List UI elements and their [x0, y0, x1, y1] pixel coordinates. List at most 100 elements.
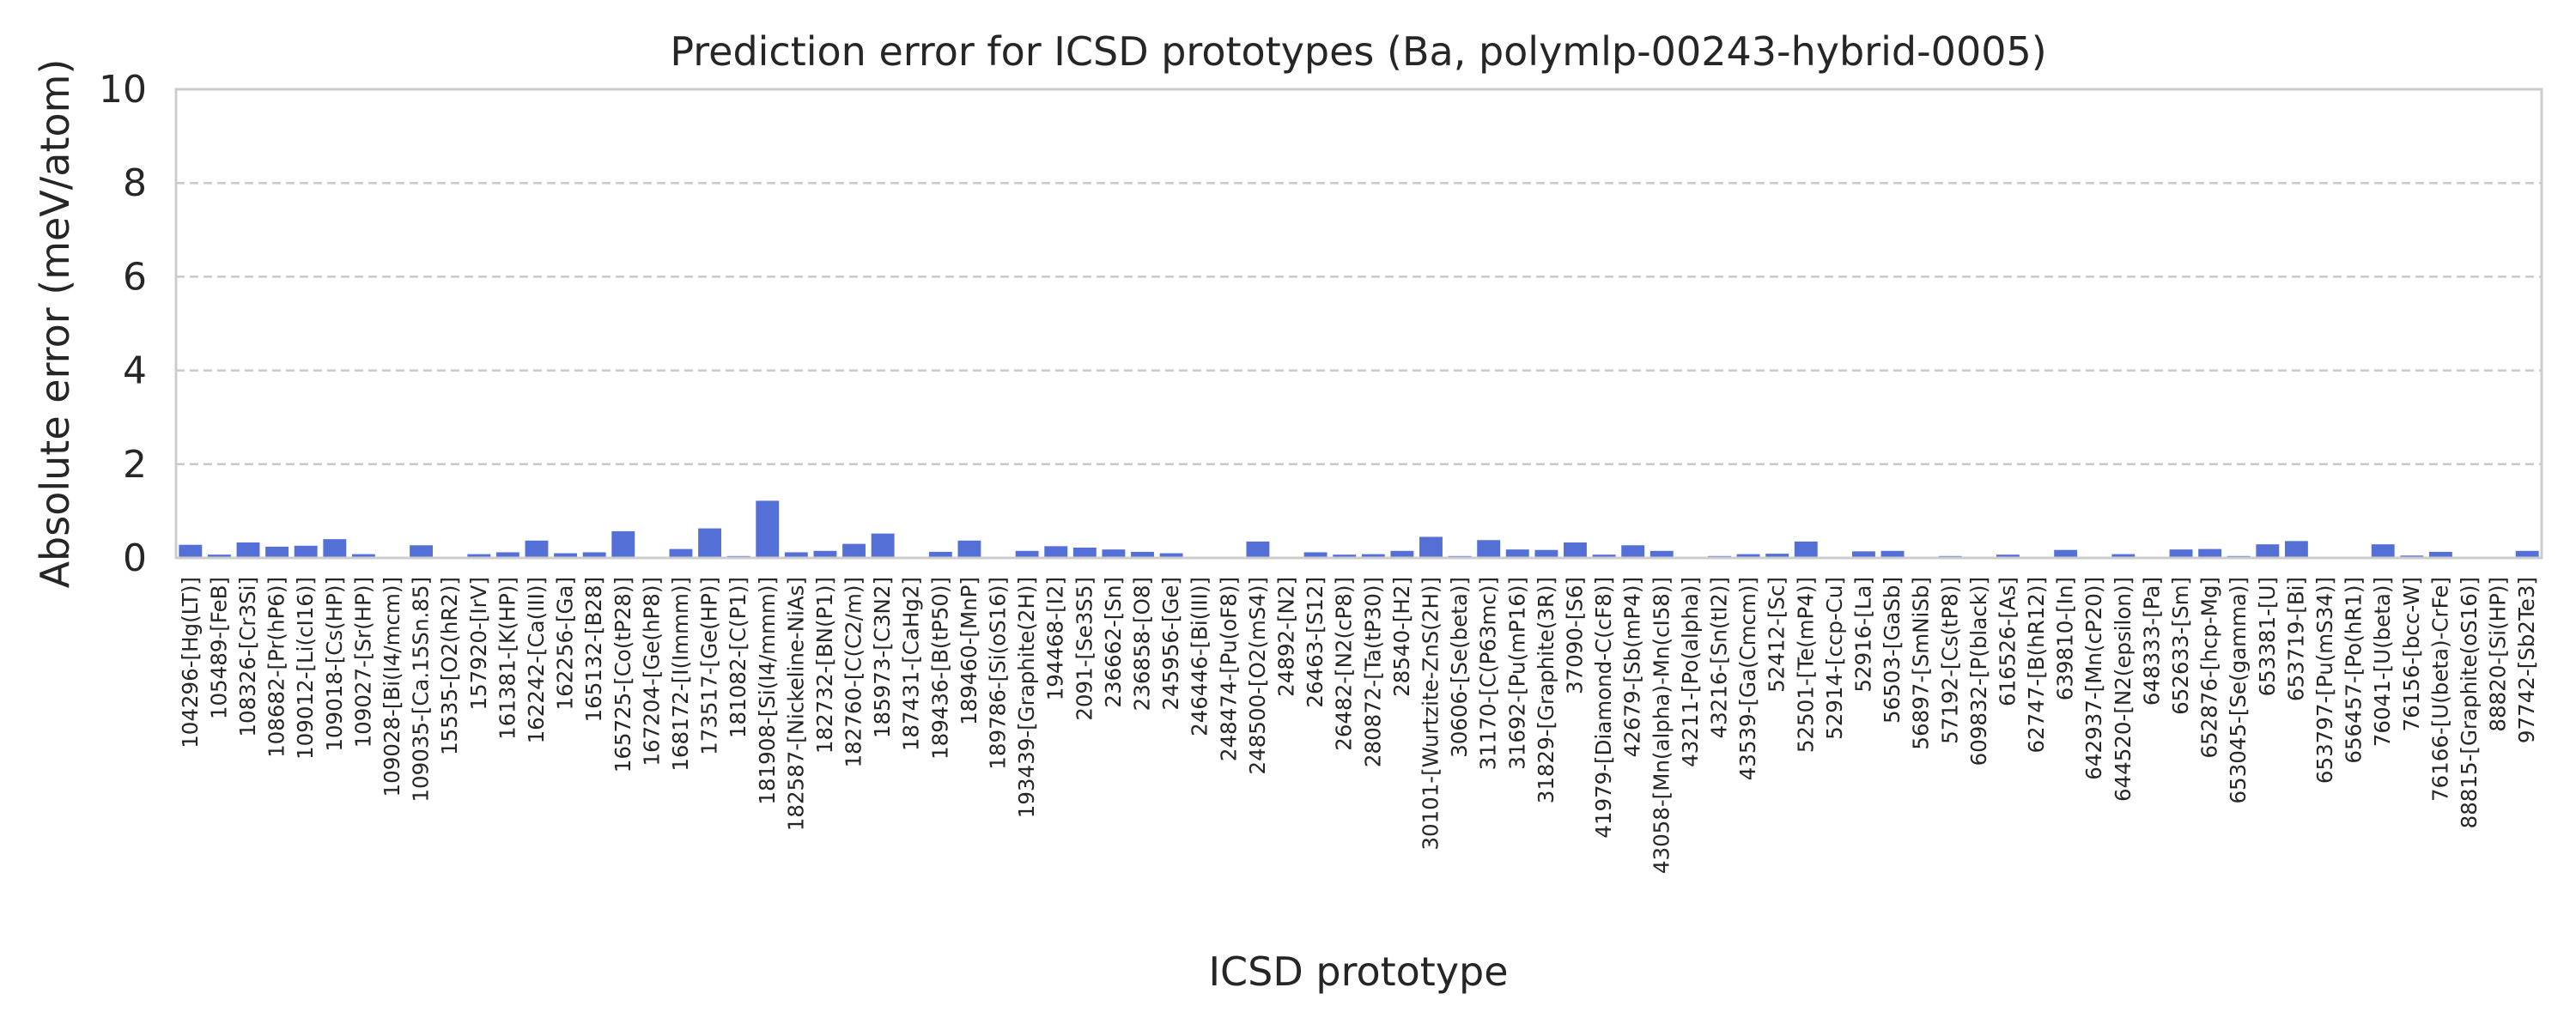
bar [1534, 549, 1558, 558]
x-tick-label: 76041-[U(beta)] [2370, 577, 2395, 747]
x-tick-label: 173517-[Ge(HP)] [697, 577, 722, 755]
bar [1131, 551, 1154, 558]
x-tick-label: 185973-[C3N2] [870, 577, 895, 738]
x-tick-label: 24892-[N2] [1274, 577, 1299, 697]
y-tick-label: 8 [123, 161, 147, 205]
x-tick-label: 162256-[Ga] [553, 577, 578, 710]
bar [2284, 541, 2308, 558]
bar [1246, 541, 1270, 558]
x-tick-label: 280872-[Ta(tP30)] [1360, 577, 1385, 767]
x-tick-label: 193439-[Graphite(2H)] [1014, 577, 1039, 818]
x-tick-label: 97742-[Sb2Te3] [2514, 577, 2539, 743]
bar [1102, 549, 1126, 558]
x-tick-label: 2091-[Se3S5] [1072, 577, 1097, 721]
bars [179, 500, 2539, 558]
bar [1477, 540, 1501, 558]
x-tick-label: 88820-[Si(HP)] [2486, 577, 2511, 732]
bar [1015, 550, 1039, 558]
plot-frame [174, 88, 2543, 560]
x-tick-label: 653719-[Bi] [2283, 577, 2308, 701]
bar [669, 548, 693, 558]
bar [1736, 554, 1760, 558]
y-tick-label: 6 [123, 255, 147, 299]
bar [1303, 552, 1327, 558]
x-tick-label: 109012-[Li(cI16)] [293, 577, 318, 760]
bar [1880, 550, 1905, 558]
bar [2111, 554, 2136, 558]
x-tick-label: 162242-[Ca(III)] [524, 577, 549, 743]
bar [495, 552, 519, 558]
x-tick-label: 189460-[MnP] [957, 577, 981, 725]
bar [1072, 547, 1097, 558]
x-tick-label: 43539-[Ga(Cmcm)] [1735, 577, 1760, 780]
bar [582, 552, 606, 558]
bar [784, 552, 808, 558]
bar [1852, 551, 1875, 558]
x-tick-label: 31829-[Graphite(3R)] [1534, 577, 1558, 803]
x-tick-label: 109028-[Bi(I4/mcm)] [380, 577, 404, 797]
x-tick-label: 56503-[GaSb] [1880, 577, 1905, 724]
bar [842, 543, 866, 558]
x-tick-label: 161381-[K(HP)] [495, 577, 519, 740]
bar [1765, 554, 1789, 558]
y-gridlines [176, 181, 2542, 466]
x-tick-label: 653797-[Pu(mS34)] [2312, 577, 2337, 784]
x-tick-label: 15535-[O2(hR2)] [437, 577, 462, 755]
x-tick-label: 656457-[Po(hR1)] [2342, 577, 2366, 764]
bar [1996, 554, 2020, 558]
bar [179, 544, 203, 558]
bar [1592, 554, 1616, 558]
x-tick-label: 108682-[Pr(hP6)] [264, 577, 289, 758]
x-tick-label: 167204-[Ge(hP8)] [639, 577, 664, 766]
x-tick-label: 652633-[Sm] [2168, 577, 2193, 715]
bar [2054, 549, 2078, 558]
bar [1333, 554, 1357, 558]
x-tick-label: 639810-[In] [2053, 577, 2078, 700]
bar [1621, 545, 1645, 558]
x-tick-label: 76166-[U(beta)-CrFe] [2427, 577, 2452, 802]
x-tick-label: 157920-[IrV] [466, 577, 491, 711]
x-tick-label: 236858-[O8] [1130, 577, 1155, 711]
bar [525, 540, 549, 558]
x-tick-label: 37090-[S6] [1562, 577, 1587, 694]
bar [928, 551, 952, 558]
x-tick-label: 189786-[Si(oS16)] [986, 577, 1011, 770]
bar [351, 554, 375, 558]
x-tick-labels: 104296-[Hg(LT)] 105489-[FeB] 108326-[Cr3Si… [178, 577, 2539, 874]
x-tick-label: 30101-[Wurtzite-ZnS(2H)] [1418, 577, 1443, 851]
bar [1794, 541, 1818, 558]
bar [1159, 553, 1183, 558]
x-tick-label: 41979-[Diamond-C(cF8)] [1591, 577, 1616, 839]
x-tick-label: 42679-[Sb(mP4)] [1620, 577, 1645, 757]
x-tick-label: 616526-[As] [1995, 577, 2020, 706]
x-tick-label: 52914-[ccp-Cu] [1822, 577, 1847, 740]
x-tick-label: 165725-[Co(tP28)] [611, 577, 635, 772]
bar [554, 553, 578, 558]
bar [323, 539, 347, 558]
x-tick-label: 182732-[BN(P1)] [812, 577, 837, 754]
y-axis-label: Absolute error (meV/atom) [32, 59, 78, 589]
bar [698, 528, 721, 558]
x-tick-label: 31170-[C(P63mc)] [1476, 577, 1501, 770]
bar [2515, 550, 2539, 558]
x-tick-label: 189436-[B(tP50)] [927, 577, 952, 760]
bar [265, 546, 289, 558]
bar [2169, 549, 2193, 558]
bar [813, 550, 837, 558]
x-tick-label: 644520-[N2(epsilon)] [2111, 577, 2136, 802]
bar [1390, 550, 1414, 558]
x-tick-label: 105489-[FeB] [206, 577, 231, 719]
x-tick-label: 642937-[Mn(cP20)] [2081, 577, 2106, 780]
x-tick-label: 43216-[Sn(tI2)] [1706, 577, 1731, 739]
bar [2428, 551, 2452, 558]
bar [2198, 548, 2222, 558]
x-tick-label: 653381-[U] [2255, 577, 2280, 696]
x-tick-label: 181908-[Si(I4/mmm)] [755, 577, 780, 805]
bar [611, 530, 635, 558]
x-tick-label: 182760-[C(C2/m)] [841, 577, 866, 768]
x-tick-label: 30606-[Se(beta)] [1447, 577, 1472, 758]
x-tick-label: 246446-[Bi(III)] [1188, 577, 1212, 736]
bar [1649, 550, 1674, 558]
y-tick-label: 0 [123, 536, 147, 580]
bar [2256, 544, 2280, 558]
